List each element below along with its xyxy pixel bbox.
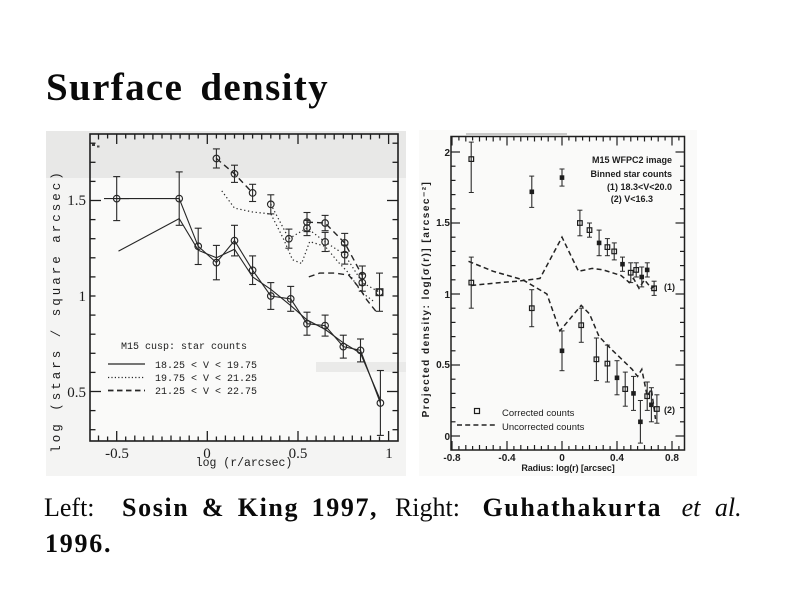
svg-text:1: 1 — [385, 446, 393, 462]
svg-text:(1): (1) — [664, 282, 675, 292]
svg-text:18.25 < V < 19.75: 18.25 < V < 19.75 — [155, 361, 257, 372]
svg-text:0.5: 0.5 — [436, 360, 450, 371]
svg-text:2: 2 — [444, 148, 450, 159]
svg-text:0.5: 0.5 — [289, 446, 308, 462]
svg-text:1: 1 — [79, 289, 87, 305]
svg-text:0: 0 — [559, 453, 565, 464]
svg-text:0: 0 — [203, 446, 211, 462]
svg-text:log (stars / square arcsec): log (stars / square arcsec) — [50, 169, 64, 453]
svg-text:M15 WFPC2 image: M15 WFPC2 image — [592, 155, 672, 165]
svg-text:-0.4: -0.4 — [498, 453, 516, 464]
svg-text:Uncorrected counts: Uncorrected counts — [502, 422, 585, 433]
svg-text:1.5: 1.5 — [436, 218, 450, 229]
svg-text:log (r/arcsec): log (r/arcsec) — [196, 457, 293, 470]
svg-text:-0.5: -0.5 — [105, 446, 129, 462]
svg-text:(2): (2) — [664, 405, 675, 415]
svg-text:21.25 < V < 22.75: 21.25 < V < 22.75 — [155, 387, 257, 398]
svg-text:0.4: 0.4 — [610, 453, 624, 464]
svg-text:M15 cusp: star counts: M15 cusp: star counts — [121, 342, 247, 353]
svg-text:0.5: 0.5 — [67, 385, 86, 401]
svg-text:(1) 18.3<V<20.0: (1) 18.3<V<20.0 — [607, 182, 672, 192]
svg-text:Radius: log(r) [arcsec]: Radius: log(r) [arcsec] — [521, 463, 614, 473]
svg-text:-0.8: -0.8 — [443, 453, 461, 464]
svg-text:1.5: 1.5 — [67, 193, 86, 209]
svg-text:(2) V<16.3: (2) V<16.3 — [611, 194, 653, 204]
svg-text:Binned star counts: Binned star counts — [590, 169, 672, 179]
svg-text:Projected density: log[σ(r)] [: Projected density: log[σ(r)] [arcsec⁻²] — [421, 181, 432, 418]
svg-text:19.75 < V < 21.25: 19.75 < V < 21.25 — [155, 374, 257, 385]
svg-text:0: 0 — [444, 432, 450, 443]
svg-text:Corrected counts: Corrected counts — [502, 408, 575, 419]
svg-text:0.8: 0.8 — [665, 453, 679, 464]
svg-text:1: 1 — [444, 290, 450, 301]
